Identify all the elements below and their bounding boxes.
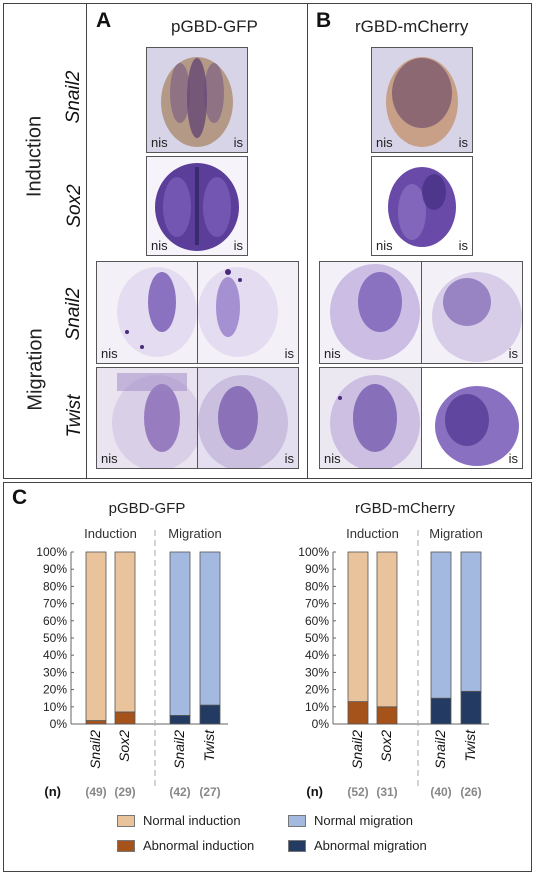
row-label-induction: Induction: [23, 115, 46, 198]
embryo-image-a-snail2-migration-is: is: [197, 261, 299, 364]
figure-top-frame: [3, 3, 532, 479]
panel-letter-b: B: [316, 9, 332, 32]
row-label-migration: Migration: [24, 328, 47, 411]
legend-normal-induction: Normal induction: [117, 813, 241, 828]
tag-is: is: [458, 238, 468, 253]
tag-nis: nis: [101, 451, 118, 466]
tag-nis: nis: [101, 346, 118, 361]
legend-label: Abnormal induction: [143, 838, 255, 853]
legend-label: Normal induction: [143, 813, 241, 828]
embryo-image-a-twist-migration-is: is: [197, 367, 299, 469]
panel-letter-a: A: [96, 9, 112, 32]
tag-is: is: [458, 135, 468, 150]
tag-is: is: [233, 135, 243, 150]
tag-is: is: [233, 238, 243, 253]
embryo-image-b-sox2-induction: nis is: [371, 156, 473, 256]
panel-c-frame: [3, 482, 532, 872]
legend-swatch: [288, 814, 306, 827]
legend-label: Abnormal migration: [314, 838, 427, 853]
tag-is: is: [284, 346, 294, 361]
panel-letter-c: C: [12, 486, 28, 509]
embryo-image-a-sox2-induction: nis is: [146, 156, 248, 256]
embryo-image-b-snail2-migration-is: is: [421, 261, 523, 364]
embryo-image-a-twist-migration-nis: nis: [96, 367, 199, 469]
tag-nis: nis: [376, 238, 393, 253]
tag-is: is: [284, 451, 294, 466]
label-column-divider: [86, 3, 87, 479]
tag-nis: nis: [324, 346, 341, 361]
gene-label-snail2-induction: Snail2: [63, 70, 84, 124]
embryo-image-b-twist-migration-nis: nis: [319, 367, 422, 469]
embryo-image-b-snail2-migration-nis: nis: [319, 261, 422, 364]
embryo-image-b-snail2-induction: nis is: [371, 47, 473, 153]
legend-swatch: [117, 814, 135, 827]
legend-swatch: [288, 839, 306, 852]
gene-label-twist-migration: Twist: [64, 394, 85, 438]
panel-divider: [307, 3, 308, 479]
tag-is: is: [508, 346, 518, 361]
tag-is: is: [508, 451, 518, 466]
embryo-image-a-snail2-induction: nis is: [146, 47, 248, 153]
tag-nis: nis: [151, 135, 168, 150]
panel-a-title: pGBD-GFP: [171, 17, 258, 36]
tag-nis: nis: [376, 135, 393, 150]
embryo-image-b-twist-migration-is: is: [421, 367, 523, 469]
embryo-image-a-snail2-migration-nis: nis: [96, 261, 199, 364]
panel-b-title: rGBD-mCherry: [355, 17, 469, 36]
tag-nis: nis: [151, 238, 168, 253]
gene-label-sox2-induction: Sox2: [64, 184, 85, 228]
legend-abnormal-induction: Abnormal induction: [117, 838, 254, 853]
legend-label: Normal migration: [314, 813, 413, 828]
legend-swatch: [117, 839, 135, 852]
gene-label-snail2-migration: Snail2: [63, 287, 84, 341]
legend-abnormal-migration: Abnormal migration: [288, 838, 427, 853]
tag-nis: nis: [324, 451, 341, 466]
legend-normal-migration: Normal migration: [288, 813, 413, 828]
